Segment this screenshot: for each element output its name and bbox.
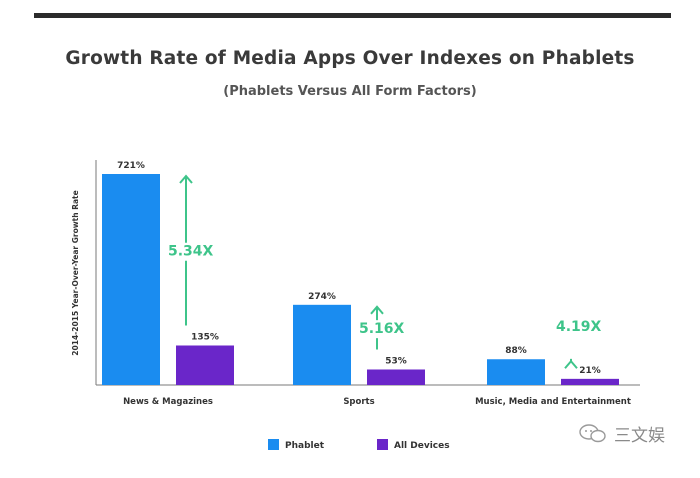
bar-all-devices bbox=[367, 369, 425, 385]
data-label-all-devices: 53% bbox=[385, 356, 407, 366]
data-label-phablet: 274% bbox=[308, 292, 336, 302]
bar-all-devices bbox=[561, 378, 619, 385]
multiplier-label-background bbox=[357, 320, 407, 339]
data-label-phablet: 721% bbox=[117, 161, 145, 171]
bar-all-devices bbox=[176, 345, 234, 385]
growth-multiplier-label: 5.34X bbox=[168, 244, 214, 260]
legend-label: Phablet bbox=[285, 441, 325, 451]
legend-swatch bbox=[268, 439, 279, 450]
data-label-all-devices: 135% bbox=[191, 332, 219, 342]
watermark: 三文娱 bbox=[578, 420, 688, 446]
data-label-phablet: 88% bbox=[505, 346, 527, 356]
growth-multiplier-label: 5.16X bbox=[359, 321, 405, 337]
growth-arrow-head bbox=[179, 174, 193, 184]
category-label: Music, Media and Entertainment bbox=[475, 397, 631, 407]
data-label-all-devices: 21% bbox=[579, 366, 601, 376]
y-axis-label: 2014-2015 Year-Over-Year Growth Rate bbox=[71, 190, 80, 355]
bar-phablet bbox=[487, 359, 545, 385]
category-label: News & Magazines bbox=[123, 397, 213, 407]
chat-bubble-icon bbox=[579, 424, 606, 443]
growth-multiplier-label: 4.19X bbox=[556, 319, 602, 335]
bar-phablet bbox=[293, 304, 351, 385]
top-divider bbox=[34, 13, 671, 18]
category-label: Sports bbox=[343, 397, 374, 407]
chart-subtitle: (Phablets Versus All Form Factors) bbox=[223, 84, 477, 99]
bar-phablet bbox=[102, 174, 160, 385]
watermark-text: 三文娱 bbox=[614, 425, 665, 446]
legend-label: All Devices bbox=[394, 441, 450, 451]
growth-arrow-head bbox=[564, 359, 578, 369]
chart-title: Growth Rate of Media Apps Over Indexes o… bbox=[65, 48, 635, 69]
legend-swatch bbox=[377, 439, 388, 450]
multiplier-label-background bbox=[166, 242, 216, 261]
growth-arrow-head bbox=[370, 305, 384, 315]
